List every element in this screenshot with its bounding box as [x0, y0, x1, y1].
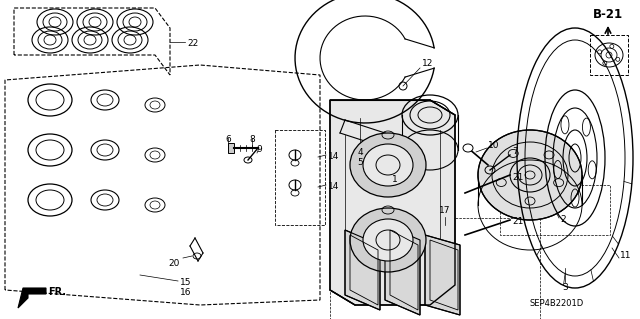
Text: 3: 3: [562, 283, 568, 292]
Text: 11: 11: [620, 250, 632, 259]
Text: 21: 21: [512, 174, 524, 182]
Text: 1: 1: [392, 175, 398, 184]
Text: 20: 20: [168, 258, 180, 268]
Text: 5: 5: [357, 158, 363, 167]
Text: 9: 9: [256, 145, 262, 154]
Text: 2: 2: [560, 215, 566, 224]
Text: 14: 14: [328, 152, 339, 161]
Polygon shape: [18, 288, 46, 308]
Text: 12: 12: [422, 58, 433, 68]
Text: 4: 4: [357, 148, 363, 157]
Ellipse shape: [478, 130, 582, 220]
Ellipse shape: [289, 150, 301, 160]
Text: 10: 10: [488, 140, 499, 150]
Bar: [275, 130, 325, 225]
Text: 22: 22: [187, 39, 198, 48]
Text: 17: 17: [439, 206, 451, 215]
Text: 15: 15: [180, 278, 191, 287]
Bar: [590, 35, 628, 75]
Text: 16: 16: [180, 288, 191, 297]
Text: 14: 14: [328, 182, 339, 191]
Text: 7: 7: [512, 147, 518, 157]
Bar: [330, 218, 540, 319]
Ellipse shape: [350, 208, 426, 272]
Text: SEP4B2201D: SEP4B2201D: [530, 299, 584, 308]
Ellipse shape: [463, 144, 473, 152]
Text: B-21: B-21: [593, 8, 623, 21]
Ellipse shape: [363, 144, 413, 186]
Text: 21: 21: [512, 218, 524, 226]
Polygon shape: [330, 100, 455, 305]
Bar: [228, 143, 234, 153]
Ellipse shape: [363, 219, 413, 261]
Ellipse shape: [289, 180, 301, 190]
Polygon shape: [425, 235, 460, 315]
Ellipse shape: [350, 133, 426, 197]
Bar: [500, 185, 610, 235]
Text: 6: 6: [225, 135, 231, 144]
Polygon shape: [345, 230, 380, 310]
Text: 8: 8: [249, 135, 255, 144]
Text: FR.: FR.: [48, 287, 66, 297]
Polygon shape: [385, 225, 420, 315]
